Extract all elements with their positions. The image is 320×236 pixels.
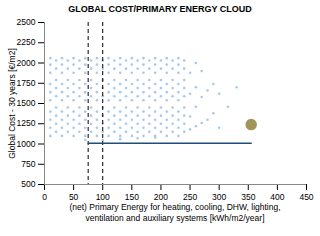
svg-text:2000: 2000 (17, 58, 36, 68)
svg-text:2250: 2250 (17, 37, 36, 47)
svg-text:1750: 1750 (17, 78, 36, 88)
html-text:(net) Primary Energy for heati: (net) Primary Energy for heating, coolin… (69, 202, 281, 223)
svg-text:150: 150 (125, 192, 139, 202)
svg-text:200: 200 (154, 192, 168, 202)
html-text:GLOBAL COST/PRIMARY ENERGY CLO: GLOBAL COST/PRIMARY ENERGY CLOUD (68, 4, 252, 14)
svg-text:50: 50 (69, 192, 79, 202)
svg-text:1500: 1500 (17, 98, 36, 108)
svg-text:2500: 2500 (17, 17, 36, 27)
svg-text:400: 400 (270, 192, 284, 202)
svg-text:0: 0 (42, 192, 47, 202)
svg-text:100: 100 (96, 192, 110, 202)
svg-text:1250: 1250 (17, 118, 36, 128)
svg-text:450: 450 (299, 192, 313, 202)
svg-text:1000: 1000 (17, 139, 36, 149)
svg-text:300: 300 (212, 192, 226, 202)
svg-text:250: 250 (183, 192, 197, 202)
svg-text:750: 750 (21, 159, 35, 169)
svg-text:Global Cost - 30 years [€/m2]: Global Cost - 30 years [€/m2] (7, 48, 17, 159)
svg-text:350: 350 (241, 192, 255, 202)
svg-text:500: 500 (21, 179, 35, 189)
